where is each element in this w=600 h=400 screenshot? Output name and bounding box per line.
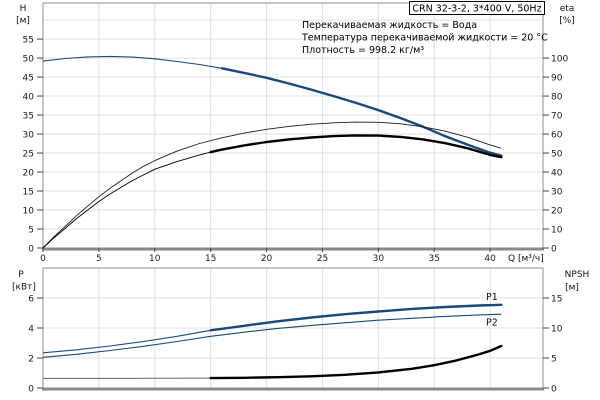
chart-title: CRN 32-3-2, 3*400 V, 50Hz: [412, 4, 541, 15]
title-box: [409, 1, 545, 15]
tick-label: 4: [28, 325, 34, 335]
tick-label: 20: [261, 254, 273, 264]
tick-label: 25: [23, 150, 34, 160]
tick-label: 10: [551, 226, 563, 236]
curve-eta-lower-thin: [42, 134, 502, 249]
curve-NPSH-thin: [43, 345, 502, 379]
tick-label: 0: [40, 254, 46, 264]
tick-label: 15: [205, 254, 216, 264]
tick-label: 100: [551, 55, 568, 65]
tick-label: 50: [551, 150, 563, 160]
curve-H-curve-bold: [220, 67, 503, 157]
h-axis-unit: [м]: [16, 16, 30, 26]
p1-curve-label: P1: [486, 292, 498, 303]
tick-label: 35: [429, 254, 440, 264]
tick-label: 35: [23, 112, 34, 122]
tick-label: 0: [551, 385, 557, 395]
tick-label: 55: [23, 36, 34, 46]
tick-label: 6: [28, 295, 34, 305]
tick-label: 40: [551, 169, 563, 179]
tick-label: 60: [551, 131, 563, 141]
tick-label: 10: [23, 207, 35, 217]
tick-label: 40: [484, 254, 496, 264]
tick-label: 30: [23, 131, 35, 141]
curve-eta-upper-thin: [42, 121, 502, 249]
npsh-axis-title: NPSH: [565, 270, 590, 280]
curve-P1-bold: [209, 303, 503, 332]
chart-area-0: 0510152025303540455055010203040506070809…: [23, 2, 568, 264]
tick-label: 15: [551, 295, 562, 305]
npsh-axis-unit: [м]: [565, 283, 579, 293]
p2-curve-label: P2: [486, 318, 498, 329]
curve-eta-lower-bold: [209, 134, 503, 159]
annotation-temperature: Температура перекачиваемой жидкости = 20…: [301, 33, 548, 44]
tick-label: 20: [23, 169, 35, 179]
annotation-liquid: Перекачиваемая жидкость = Вода: [302, 20, 477, 31]
tick-label: 80: [551, 93, 563, 103]
q-axis-label: Q [м³/ч]: [508, 254, 544, 264]
tick-label: 10: [551, 325, 563, 335]
h-axis-title: H: [20, 4, 27, 14]
tick-label: 50: [23, 55, 35, 65]
tick-label: 2: [28, 355, 34, 365]
tick-label: 0: [551, 245, 557, 255]
tick-label: 0: [28, 385, 34, 395]
p-axis-unit: [кВт]: [12, 283, 36, 293]
tick-label: 5: [28, 226, 34, 236]
chart-area-1: 0 2 4 6 0 5 10 15: [28, 267, 563, 395]
tick-label: 70: [551, 112, 563, 122]
tick-label: 20: [551, 207, 563, 217]
tick-label: 15: [23, 188, 34, 198]
tick-label: 10: [149, 254, 161, 264]
tick-label: 25: [317, 254, 328, 264]
curve-NPSH-bold: [209, 344, 503, 380]
curve-P2-thin: [42, 313, 502, 358]
p-axis-title: P: [18, 270, 24, 280]
eta-axis-unit: [%]: [559, 16, 575, 26]
tick-label: 30: [373, 254, 385, 264]
eta-axis-title: eta: [560, 4, 575, 14]
tick-label: 5: [96, 254, 102, 264]
tick-label: 0: [28, 245, 34, 255]
tick-label: 5: [551, 355, 557, 365]
tick-label: 90: [551, 74, 563, 84]
tick-label: 40: [23, 93, 35, 103]
tick-label: 30: [551, 188, 563, 198]
tick-label: 45: [23, 74, 34, 84]
annotation-density: Плотность = 998.2 кг/м³: [302, 45, 424, 56]
static-labels: H [м] eta [%] CRN 32-3-2, 3*400 V, 50Hz …: [12, 1, 590, 329]
